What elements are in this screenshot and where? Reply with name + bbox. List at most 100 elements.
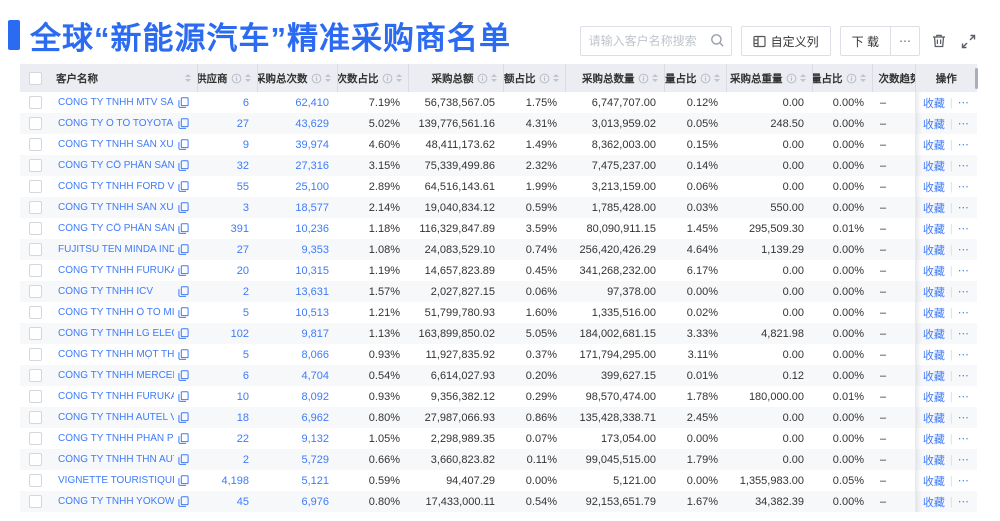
row-more-button[interactable]: ⋯ <box>957 286 970 298</box>
row-more-button[interactable]: ⋯ <box>957 328 970 340</box>
download-button[interactable]: 下 载 <box>839 26 891 56</box>
cell-times[interactable]: 8,066 <box>301 348 329 361</box>
column-header-weight[interactable]: 采购总重量 <box>726 64 813 92</box>
row-checkbox[interactable] <box>28 327 42 340</box>
favorite-link[interactable]: 收藏 <box>922 202 945 215</box>
row-more-button[interactable]: ⋯ <box>957 370 970 382</box>
row-checkbox[interactable] <box>28 159 42 172</box>
info-icon[interactable] <box>638 73 649 84</box>
favorite-link[interactable]: 收藏 <box>922 307 945 320</box>
company-name-link[interactable]: CÔNG TY CỔ PHẦN SẢN XUẤT... <box>58 160 174 171</box>
row-checkbox[interactable] <box>28 453 42 466</box>
cell-supplier[interactable]: 20 <box>236 264 249 277</box>
cell-times[interactable]: 10,236 <box>295 222 329 235</box>
cell-times[interactable]: 9,817 <box>257 323 337 344</box>
cell-times[interactable]: 9,132 <box>301 432 329 445</box>
info-icon[interactable] <box>382 73 393 84</box>
cell-times[interactable]: 6,962 <box>257 407 337 428</box>
company-name-link[interactable]: CÔNG TY TNHH SẢN XUẤT VÀ ... <box>58 139 174 150</box>
company-name-link[interactable]: CÔNG TY TNHH FURUKAWA A... <box>58 391 174 402</box>
customize-columns-button[interactable]: 自定义列 <box>740 26 831 56</box>
sort-icon[interactable] <box>184 74 191 82</box>
row-more-button[interactable]: ⋯ <box>957 349 970 361</box>
row-more-button[interactable]: ⋯ <box>957 202 970 214</box>
column-header-trend[interactable]: 次数趋势 <box>872 64 916 92</box>
copy-icon[interactable] <box>178 328 189 339</box>
cell-supplier[interactable]: 3 <box>197 197 257 218</box>
copy-icon[interactable] <box>178 244 189 255</box>
row-checkbox[interactable] <box>28 96 42 109</box>
copy-icon[interactable] <box>178 223 189 234</box>
info-icon[interactable] <box>846 73 857 84</box>
row-more-button[interactable]: ⋯ <box>957 160 970 172</box>
sort-icon[interactable] <box>799 74 806 82</box>
sort-icon[interactable] <box>552 74 559 82</box>
cell-supplier[interactable]: 2 <box>197 449 257 470</box>
cell-supplier[interactable]: 27 <box>197 113 257 134</box>
copy-icon[interactable] <box>178 160 189 171</box>
copy-icon[interactable] <box>178 433 189 444</box>
sort-icon[interactable] <box>859 74 866 82</box>
trash-button[interactable] <box>929 31 949 51</box>
copy-icon[interactable] <box>178 202 189 213</box>
favorite-link[interactable]: 收藏 <box>922 370 945 383</box>
row-more-button[interactable]: ⋯ <box>957 412 970 424</box>
company-name-link[interactable]: CÔNG TY TNHH LG ELECTRON... <box>58 328 174 339</box>
fullscreen-button[interactable] <box>958 31 978 51</box>
company-name-link[interactable]: VIGNETTE TOURISTIQUE G UNI... <box>58 475 174 486</box>
cell-times[interactable]: 25,100 <box>295 180 329 193</box>
row-checkbox[interactable] <box>28 264 42 277</box>
favorite-link[interactable]: 收藏 <box>922 244 945 257</box>
column-header-amount[interactable]: 采购总额 <box>408 64 504 92</box>
row-checkbox[interactable] <box>28 390 42 403</box>
company-name-link[interactable]: CÔNG TY TNHH YOKOWO VIỆT... <box>58 496 174 507</box>
row-checkbox[interactable] <box>28 285 42 298</box>
sort-icon[interactable] <box>244 74 251 82</box>
cell-supplier[interactable]: 391 <box>230 222 249 235</box>
row-more-button[interactable]: ⋯ <box>957 391 970 403</box>
cell-supplier[interactable]: 102 <box>197 323 257 344</box>
cell-times[interactable]: 9,353 <box>257 239 337 260</box>
favorite-link[interactable]: 收藏 <box>922 139 945 152</box>
cell-supplier[interactable]: 6 <box>242 96 249 109</box>
favorite-link[interactable]: 收藏 <box>922 118 945 131</box>
favorite-link[interactable]: 收藏 <box>922 496 945 509</box>
row-more-button[interactable]: ⋯ <box>957 496 970 508</box>
info-icon[interactable] <box>231 73 242 84</box>
cell-supplier[interactable]: 5 <box>242 306 249 319</box>
favorite-link[interactable]: 收藏 <box>922 433 945 446</box>
company-name-link[interactable]: CÔNG TY TNHH FURUKAWA A... <box>58 265 174 276</box>
row-more-button[interactable]: ⋯ <box>957 97 970 109</box>
cell-times[interactable]: 18,577 <box>257 197 337 218</box>
company-name-link[interactable]: CÔNG TY TNHH PHÂN PHỐI T... <box>58 433 174 444</box>
favorite-link[interactable]: 收藏 <box>922 265 945 278</box>
sort-icon[interactable] <box>324 74 331 82</box>
info-icon[interactable] <box>786 73 797 84</box>
copy-icon[interactable] <box>178 349 189 360</box>
column-header-amount_pct[interactable]: 总额占比 <box>503 64 566 92</box>
favorite-link[interactable]: 收藏 <box>922 328 945 341</box>
row-checkbox[interactable] <box>28 369 42 382</box>
search-icon[interactable] <box>710 33 725 48</box>
cell-times[interactable]: 5,121 <box>301 474 329 487</box>
copy-icon[interactable] <box>178 181 189 192</box>
cell-times[interactable]: 62,410 <box>295 96 329 109</box>
copy-icon[interactable] <box>178 454 189 465</box>
row-more-button[interactable]: ⋯ <box>957 454 970 466</box>
sort-icon[interactable] <box>490 74 497 82</box>
sort-icon[interactable] <box>651 74 658 82</box>
favorite-link[interactable]: 收藏 <box>922 160 945 173</box>
row-checkbox[interactable] <box>28 432 42 445</box>
company-name-link[interactable]: CÔNG TY TNHH MERCEDES-B... <box>58 370 174 381</box>
row-checkbox[interactable] <box>28 117 42 130</box>
column-header-qty[interactable]: 采购总数量 <box>565 64 665 92</box>
cell-supplier[interactable]: 5 <box>242 348 249 361</box>
cell-supplier[interactable]: 45 <box>197 491 257 512</box>
row-more-button[interactable]: ⋯ <box>957 265 970 277</box>
company-name-link[interactable]: CÔNG TY Ô TÔ TOYOTA VIỆT ... <box>58 118 174 129</box>
cell-times[interactable]: 10,513 <box>295 306 329 319</box>
cell-supplier[interactable]: 55 <box>236 180 249 193</box>
company-name-link[interactable]: CÔNG TY TNHH SẢN XUẤT VÀ ... <box>58 202 174 213</box>
company-name-link[interactable]: CÔNG TY TNHH MTV SẢN XUẤ... <box>58 97 174 108</box>
copy-icon[interactable] <box>178 412 189 423</box>
